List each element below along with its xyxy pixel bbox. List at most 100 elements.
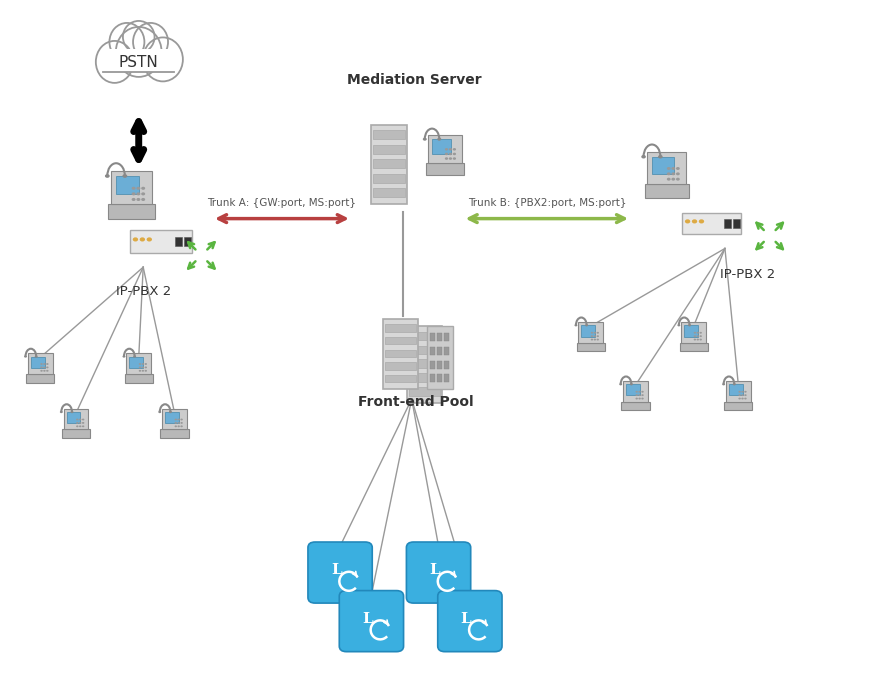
Circle shape [136,198,140,201]
FancyBboxPatch shape [130,357,143,368]
Text: IP-PBX 2: IP-PBX 2 [719,268,774,280]
Circle shape [181,418,182,421]
FancyBboxPatch shape [622,381,647,402]
Circle shape [40,370,43,372]
Circle shape [46,363,48,365]
Circle shape [670,178,674,180]
FancyBboxPatch shape [681,213,740,234]
Circle shape [693,332,696,334]
Circle shape [637,394,640,396]
Circle shape [693,339,696,341]
FancyBboxPatch shape [373,130,405,139]
FancyBboxPatch shape [126,353,151,374]
Circle shape [670,172,674,176]
Circle shape [139,366,141,369]
FancyBboxPatch shape [443,374,448,382]
Circle shape [675,178,679,180]
FancyBboxPatch shape [644,184,688,198]
FancyBboxPatch shape [373,189,405,197]
Circle shape [635,398,637,400]
Circle shape [145,366,147,369]
Circle shape [71,411,73,413]
FancyBboxPatch shape [409,359,439,368]
FancyBboxPatch shape [111,171,152,205]
FancyBboxPatch shape [426,162,463,175]
Circle shape [122,174,127,178]
Circle shape [76,425,79,428]
Text: Front-end Pool: Front-end Pool [358,396,474,409]
FancyBboxPatch shape [63,409,89,430]
Circle shape [181,422,182,424]
FancyBboxPatch shape [130,230,192,253]
Text: Trunk A: {GW:port, MS:port}: Trunk A: {GW:port, MS:port} [207,198,356,208]
FancyBboxPatch shape [339,591,403,652]
Circle shape [141,198,145,201]
FancyBboxPatch shape [165,412,179,423]
FancyBboxPatch shape [437,591,502,652]
Circle shape [177,422,180,424]
FancyBboxPatch shape [26,374,55,382]
Circle shape [635,391,637,393]
Circle shape [740,391,743,393]
Circle shape [136,192,140,196]
Circle shape [740,394,743,396]
Circle shape [744,398,746,400]
Circle shape [677,324,679,326]
FancyBboxPatch shape [28,353,53,374]
FancyBboxPatch shape [443,361,448,369]
Circle shape [744,394,746,396]
Ellipse shape [133,23,168,61]
Circle shape [158,411,161,413]
FancyBboxPatch shape [443,347,448,355]
Circle shape [696,335,698,337]
Circle shape [590,332,593,334]
Circle shape [145,363,147,365]
FancyBboxPatch shape [116,176,139,194]
Circle shape [136,187,140,190]
Circle shape [657,155,662,158]
Circle shape [43,363,46,365]
Circle shape [721,383,724,385]
FancyBboxPatch shape [684,325,697,337]
FancyBboxPatch shape [429,374,434,382]
Circle shape [76,418,79,421]
Circle shape [76,422,79,424]
Circle shape [696,332,698,334]
Circle shape [596,332,598,334]
FancyBboxPatch shape [429,347,434,355]
Ellipse shape [96,41,133,83]
Circle shape [738,391,740,393]
FancyBboxPatch shape [383,319,417,389]
Circle shape [141,363,144,365]
FancyBboxPatch shape [384,375,415,382]
Circle shape [122,355,125,357]
Circle shape [641,391,643,393]
Text: Trunk B: {PBX2:port, MS:port}: Trunk B: {PBX2:port, MS:port} [467,198,626,208]
Ellipse shape [143,37,182,81]
Circle shape [79,425,81,428]
Circle shape [141,366,144,369]
Circle shape [79,422,81,424]
FancyBboxPatch shape [373,160,405,168]
Circle shape [448,158,451,160]
FancyBboxPatch shape [31,357,45,368]
Circle shape [590,339,593,341]
Circle shape [687,324,690,326]
Circle shape [131,198,136,201]
Circle shape [448,148,451,151]
FancyBboxPatch shape [409,373,439,382]
FancyBboxPatch shape [426,326,452,389]
Circle shape [696,339,698,341]
Circle shape [637,398,640,400]
Circle shape [738,394,740,396]
Ellipse shape [115,27,162,77]
Circle shape [145,370,147,372]
FancyBboxPatch shape [384,362,415,370]
Circle shape [79,418,81,421]
FancyBboxPatch shape [620,402,649,410]
FancyBboxPatch shape [160,430,189,438]
Circle shape [43,366,46,369]
FancyBboxPatch shape [436,333,442,341]
Circle shape [174,418,177,421]
FancyBboxPatch shape [581,325,595,337]
